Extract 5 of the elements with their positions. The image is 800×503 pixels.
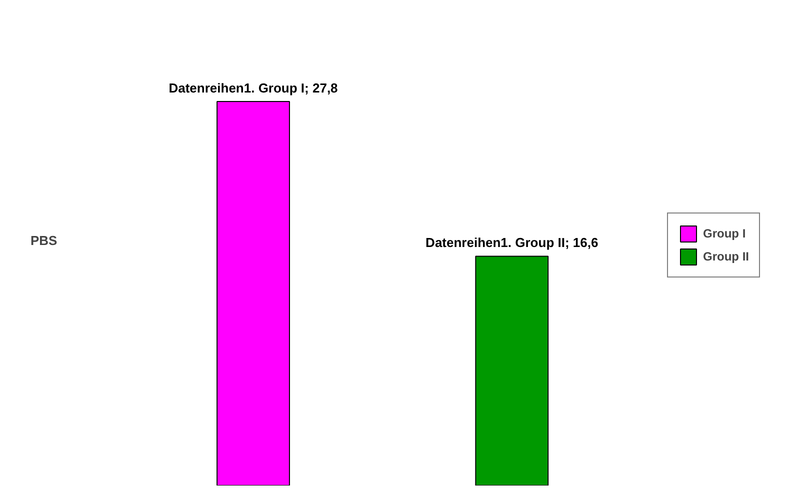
data-label: Datenreihen1. Group II; 16,6: [426, 235, 598, 250]
text: PBS: [30, 233, 58, 248]
data-label: Datenreihen1. Group I; 27,8: [168, 80, 338, 96]
legend-label: Group I: [703, 226, 746, 240]
legend-label: Group II: [703, 250, 749, 264]
